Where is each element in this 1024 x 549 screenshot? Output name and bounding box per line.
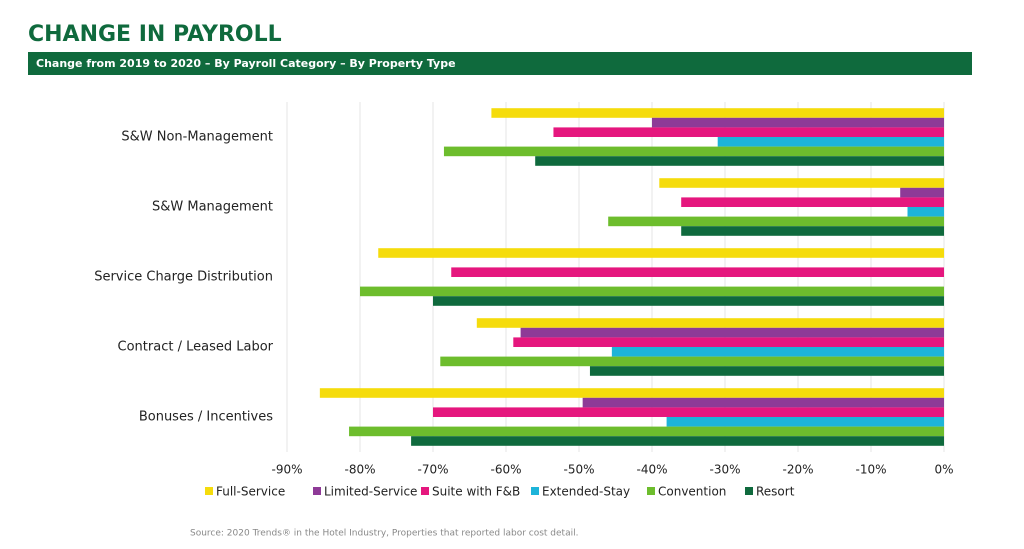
bar	[360, 286, 944, 297]
x-tick-label: 0%	[934, 463, 953, 477]
bar	[666, 417, 944, 427]
bar	[319, 388, 945, 398]
x-tick-label: -60%	[490, 463, 521, 477]
y-tick-label: Contract / Leased Labor	[118, 340, 274, 355]
x-tick-label: -90%	[271, 463, 302, 477]
source-note: Source: 2020 Trends® in the Hotel Indust…	[190, 529, 578, 539]
legend-label: Full-Service	[216, 485, 285, 499]
bar	[582, 397, 944, 408]
bar	[433, 296, 944, 306]
x-tick-label: -30%	[709, 463, 740, 477]
legend-swatch	[205, 487, 213, 495]
x-tick-label: -40%	[636, 463, 667, 477]
bar	[553, 127, 944, 137]
legend-swatch	[421, 487, 429, 495]
x-tick-label: -20%	[782, 463, 813, 477]
chart-title: CHANGE IN PAYROLL	[28, 22, 282, 47]
bar	[652, 117, 944, 128]
legend-label: Resort	[756, 485, 795, 499]
bar	[476, 318, 944, 328]
x-tick-label: -80%	[344, 463, 375, 477]
y-tick-label: Bonuses / Incentives	[139, 410, 273, 425]
bar	[681, 226, 944, 236]
legend-swatch	[647, 487, 655, 495]
bar	[900, 187, 944, 198]
bar	[440, 356, 944, 367]
bar	[535, 156, 944, 166]
bar	[520, 327, 944, 338]
x-tick-label: -10%	[855, 463, 886, 477]
x-tick-label: -50%	[563, 463, 594, 477]
subtitle-band	[28, 52, 972, 75]
y-tick-label: S&W Management	[152, 200, 273, 215]
y-tick-label: Service Charge Distribution	[94, 270, 273, 285]
bar	[451, 267, 944, 277]
legend-swatch	[745, 487, 753, 495]
legend-label: Extended-Stay	[542, 485, 630, 499]
bar	[443, 146, 944, 157]
legend-label: Limited-Service	[324, 485, 417, 499]
x-tick-label: -70%	[417, 463, 448, 477]
bar	[611, 347, 944, 357]
bar	[349, 426, 944, 437]
bar	[717, 137, 944, 147]
legend-label: Suite with F&B	[432, 485, 520, 499]
bar	[907, 207, 944, 217]
chart-subtitle: Change from 2019 to 2020 – By Payroll Ca…	[36, 57, 456, 70]
bar	[411, 436, 945, 446]
bar	[378, 248, 944, 258]
bar	[659, 178, 944, 188]
bar	[608, 216, 944, 227]
bar	[681, 197, 944, 207]
bar	[513, 337, 944, 347]
bar	[491, 108, 944, 118]
legend-swatch	[313, 487, 321, 495]
bar	[433, 407, 944, 417]
legend-label: Convention	[658, 485, 726, 499]
y-tick-label: S&W Non-Management	[121, 130, 273, 145]
legend-swatch	[531, 487, 539, 495]
bar	[589, 366, 944, 376]
